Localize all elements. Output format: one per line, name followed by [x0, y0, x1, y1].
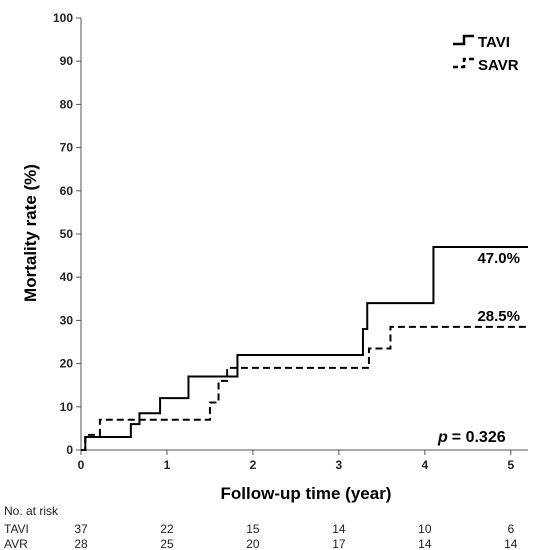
risk-value: 22 — [160, 522, 174, 536]
x-tick-label: 3 — [336, 458, 343, 472]
risk-value: 14 — [332, 522, 346, 536]
y-tick-label: 80 — [60, 97, 74, 111]
y-tick-label: 60 — [60, 184, 74, 198]
y-tick-label: 30 — [60, 313, 74, 327]
p-value-var: p — [437, 429, 448, 446]
end-label-savr: 28.5% — [477, 308, 520, 325]
risk-value: 14 — [504, 537, 518, 550]
y-tick-label: 50 — [60, 227, 74, 241]
x-axis-title: Follow-up time (year) — [221, 484, 392, 503]
y-axis-title: Mortality rate (%) — [21, 164, 40, 302]
y-tick-label: 40 — [60, 270, 74, 284]
y-tick-label: 10 — [60, 400, 74, 414]
x-tick-label: 1 — [164, 458, 171, 472]
risk-value: 10 — [418, 522, 432, 536]
y-tick-label: 70 — [60, 141, 74, 155]
risk-table-title: No. at risk — [4, 504, 59, 518]
series-lines — [81, 245, 528, 451]
x-tick-label: 4 — [422, 458, 429, 472]
risk-row-label: AVR — [4, 537, 28, 550]
x-tick-label: 5 — [507, 458, 514, 472]
p-value-annotation: p = 0.326 — [437, 429, 506, 446]
legend-label-tavi: TAVI — [478, 34, 510, 51]
y-tick-label: 0 — [66, 443, 73, 457]
p-value-text: = 0.326 — [452, 429, 506, 446]
risk-value: 14 — [418, 537, 432, 550]
risk-value: 28 — [74, 537, 88, 550]
risk-value: 20 — [246, 537, 260, 550]
y-tick-label: 20 — [60, 357, 74, 371]
x-tick-label: 2 — [250, 458, 257, 472]
end-label-tavi: 47.0% — [477, 250, 520, 267]
y-tick-label: 100 — [53, 11, 73, 25]
legend-swatch-tavi — [453, 34, 474, 46]
series-line-tavi — [81, 245, 528, 451]
y-tick-label: 90 — [60, 54, 74, 68]
risk-value: 17 — [332, 537, 346, 550]
risk-value: 25 — [160, 537, 174, 550]
legend-swatch-savr — [453, 57, 474, 69]
risk-value: 6 — [507, 522, 514, 536]
legend: TAVI SAVR — [453, 34, 519, 74]
legend-label-savr: SAVR — [478, 57, 519, 74]
risk-row-label: TAVI — [4, 522, 29, 536]
risk-value: 37 — [74, 522, 88, 536]
x-tick-label: 0 — [78, 458, 85, 472]
axes: 0 10 20 30 40 50 60 70 80 90 100 0 1 2 3 4 5 — [53, 11, 528, 472]
risk-value: 15 — [246, 522, 260, 536]
